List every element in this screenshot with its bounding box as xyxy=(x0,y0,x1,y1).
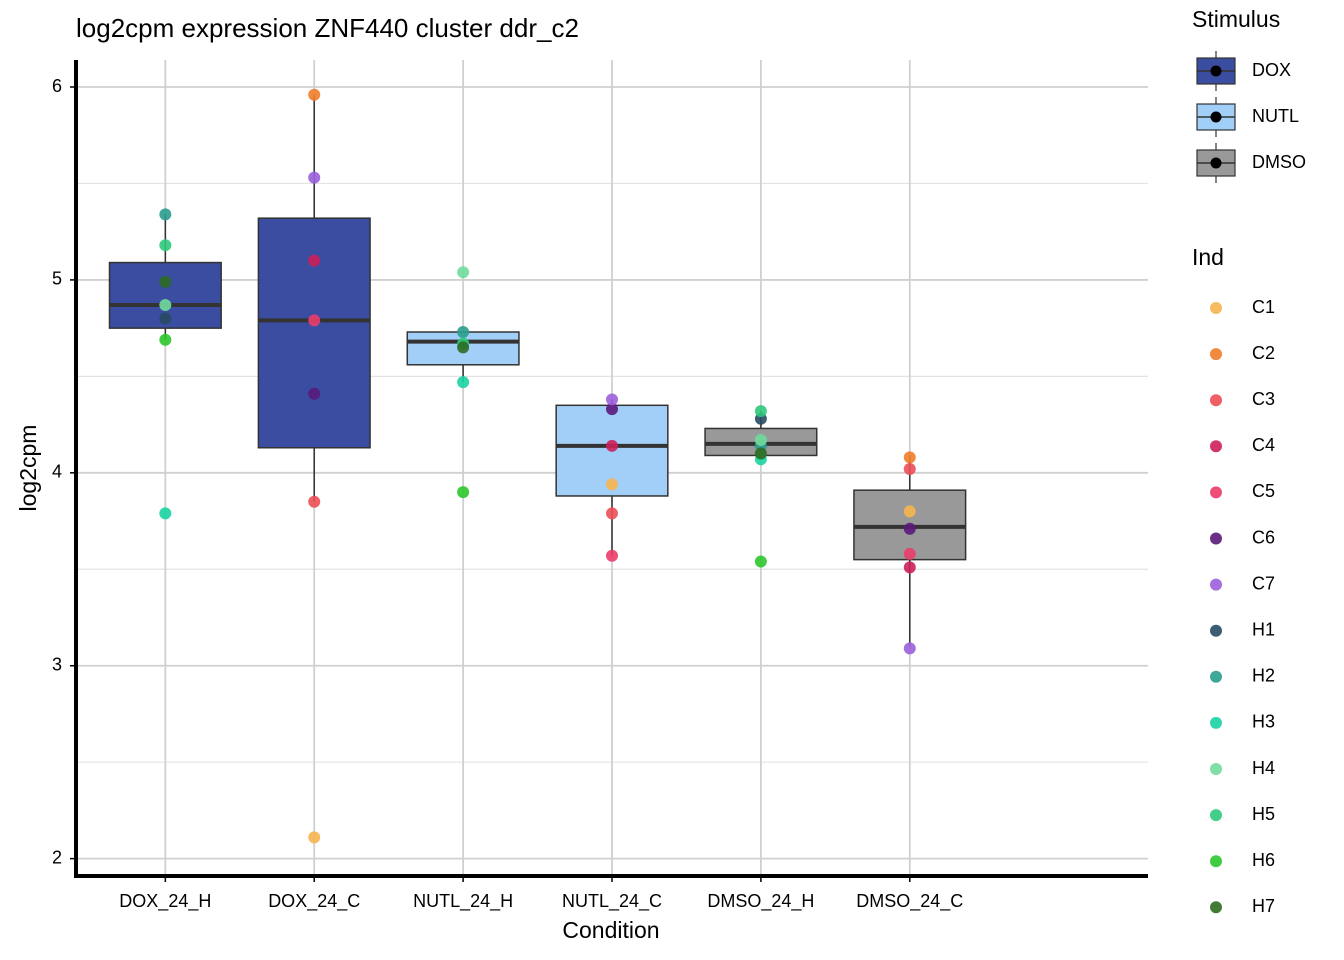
point xyxy=(606,393,618,406)
legend-label: H2 xyxy=(1252,666,1275,686)
legend-label: H4 xyxy=(1252,758,1275,778)
point xyxy=(903,462,916,475)
legend-label: DOX xyxy=(1252,60,1291,80)
legend-label: DMSO xyxy=(1252,152,1306,172)
legend-point xyxy=(1210,157,1222,169)
chart-title: log2cpm expression ZNF440 cluster ddr_c2 xyxy=(76,13,579,43)
legend-point xyxy=(1210,111,1222,123)
point xyxy=(457,326,470,338)
point xyxy=(903,451,916,464)
point xyxy=(606,403,618,416)
x-tick-label: DMSO_24_H xyxy=(707,891,814,912)
point xyxy=(308,831,321,844)
legend-label: C6 xyxy=(1252,527,1275,547)
legend-label: H6 xyxy=(1252,850,1275,870)
point xyxy=(903,547,916,560)
legend-point xyxy=(1210,302,1222,314)
legend-point xyxy=(1210,578,1222,591)
point xyxy=(903,642,916,655)
legend-label: NUTL xyxy=(1252,106,1299,126)
legend-title: Stimulus xyxy=(1192,6,1280,32)
point xyxy=(457,486,470,499)
legend-point xyxy=(1210,65,1222,77)
legend-point xyxy=(1210,532,1222,545)
legend-label: C4 xyxy=(1252,435,1275,455)
point xyxy=(159,239,172,252)
legend-point xyxy=(1210,763,1222,775)
legend-point xyxy=(1210,440,1222,453)
point xyxy=(457,376,470,389)
legend-label: C3 xyxy=(1252,389,1275,409)
point xyxy=(606,549,618,562)
point xyxy=(754,434,767,447)
legend-label: H1 xyxy=(1252,619,1275,639)
point xyxy=(754,447,767,460)
point xyxy=(903,522,916,535)
y-axis-title: log2cpm xyxy=(15,425,41,512)
point xyxy=(606,478,618,491)
y-tick-label: 6 xyxy=(52,76,62,96)
y-tick-label: 2 xyxy=(52,847,62,867)
point xyxy=(606,507,618,520)
point xyxy=(159,333,172,346)
legend-point xyxy=(1210,855,1222,868)
point xyxy=(457,341,470,354)
point xyxy=(308,88,321,101)
point xyxy=(308,495,321,508)
x-tick-label: DOX_24_H xyxy=(119,891,211,912)
point xyxy=(308,254,321,267)
point xyxy=(308,387,321,400)
legend-title: Ind xyxy=(1192,244,1224,270)
point xyxy=(159,275,172,288)
box xyxy=(257,217,371,449)
legend-label: H3 xyxy=(1252,712,1275,732)
point xyxy=(159,208,172,221)
point xyxy=(903,505,916,518)
x-axis-title: Condition xyxy=(562,917,659,943)
legend-point xyxy=(1210,348,1222,361)
x-tick-label: NUTL_24_C xyxy=(562,891,662,912)
legend-label: C5 xyxy=(1252,481,1275,501)
legend-point xyxy=(1210,716,1222,729)
point xyxy=(308,314,321,327)
legend-point xyxy=(1210,809,1222,822)
point xyxy=(754,405,767,418)
legend-point xyxy=(1210,901,1222,914)
point xyxy=(606,439,618,452)
x-tick-label: DOX_24_C xyxy=(268,891,360,912)
y-tick-label: 3 xyxy=(52,654,62,674)
point xyxy=(308,171,321,184)
point xyxy=(457,266,470,279)
point xyxy=(159,312,172,325)
legend-label: C7 xyxy=(1252,573,1275,593)
point xyxy=(159,298,172,311)
x-tick-label: DMSO_24_C xyxy=(856,891,963,912)
legend-label: C1 xyxy=(1252,297,1275,317)
y-tick-label: 4 xyxy=(52,462,62,482)
y-tick-label: 5 xyxy=(52,269,62,289)
legend-label: H5 xyxy=(1252,804,1275,824)
legend-point xyxy=(1210,394,1222,407)
legend-point xyxy=(1210,486,1222,499)
point xyxy=(159,507,172,520)
legend-label: H7 xyxy=(1252,896,1275,916)
x-tick-label: NUTL_24_H xyxy=(413,891,513,912)
legend-label: C2 xyxy=(1252,343,1275,363)
legend-point xyxy=(1210,624,1222,637)
point xyxy=(754,555,767,568)
point xyxy=(903,561,916,574)
legend-point xyxy=(1210,670,1222,683)
